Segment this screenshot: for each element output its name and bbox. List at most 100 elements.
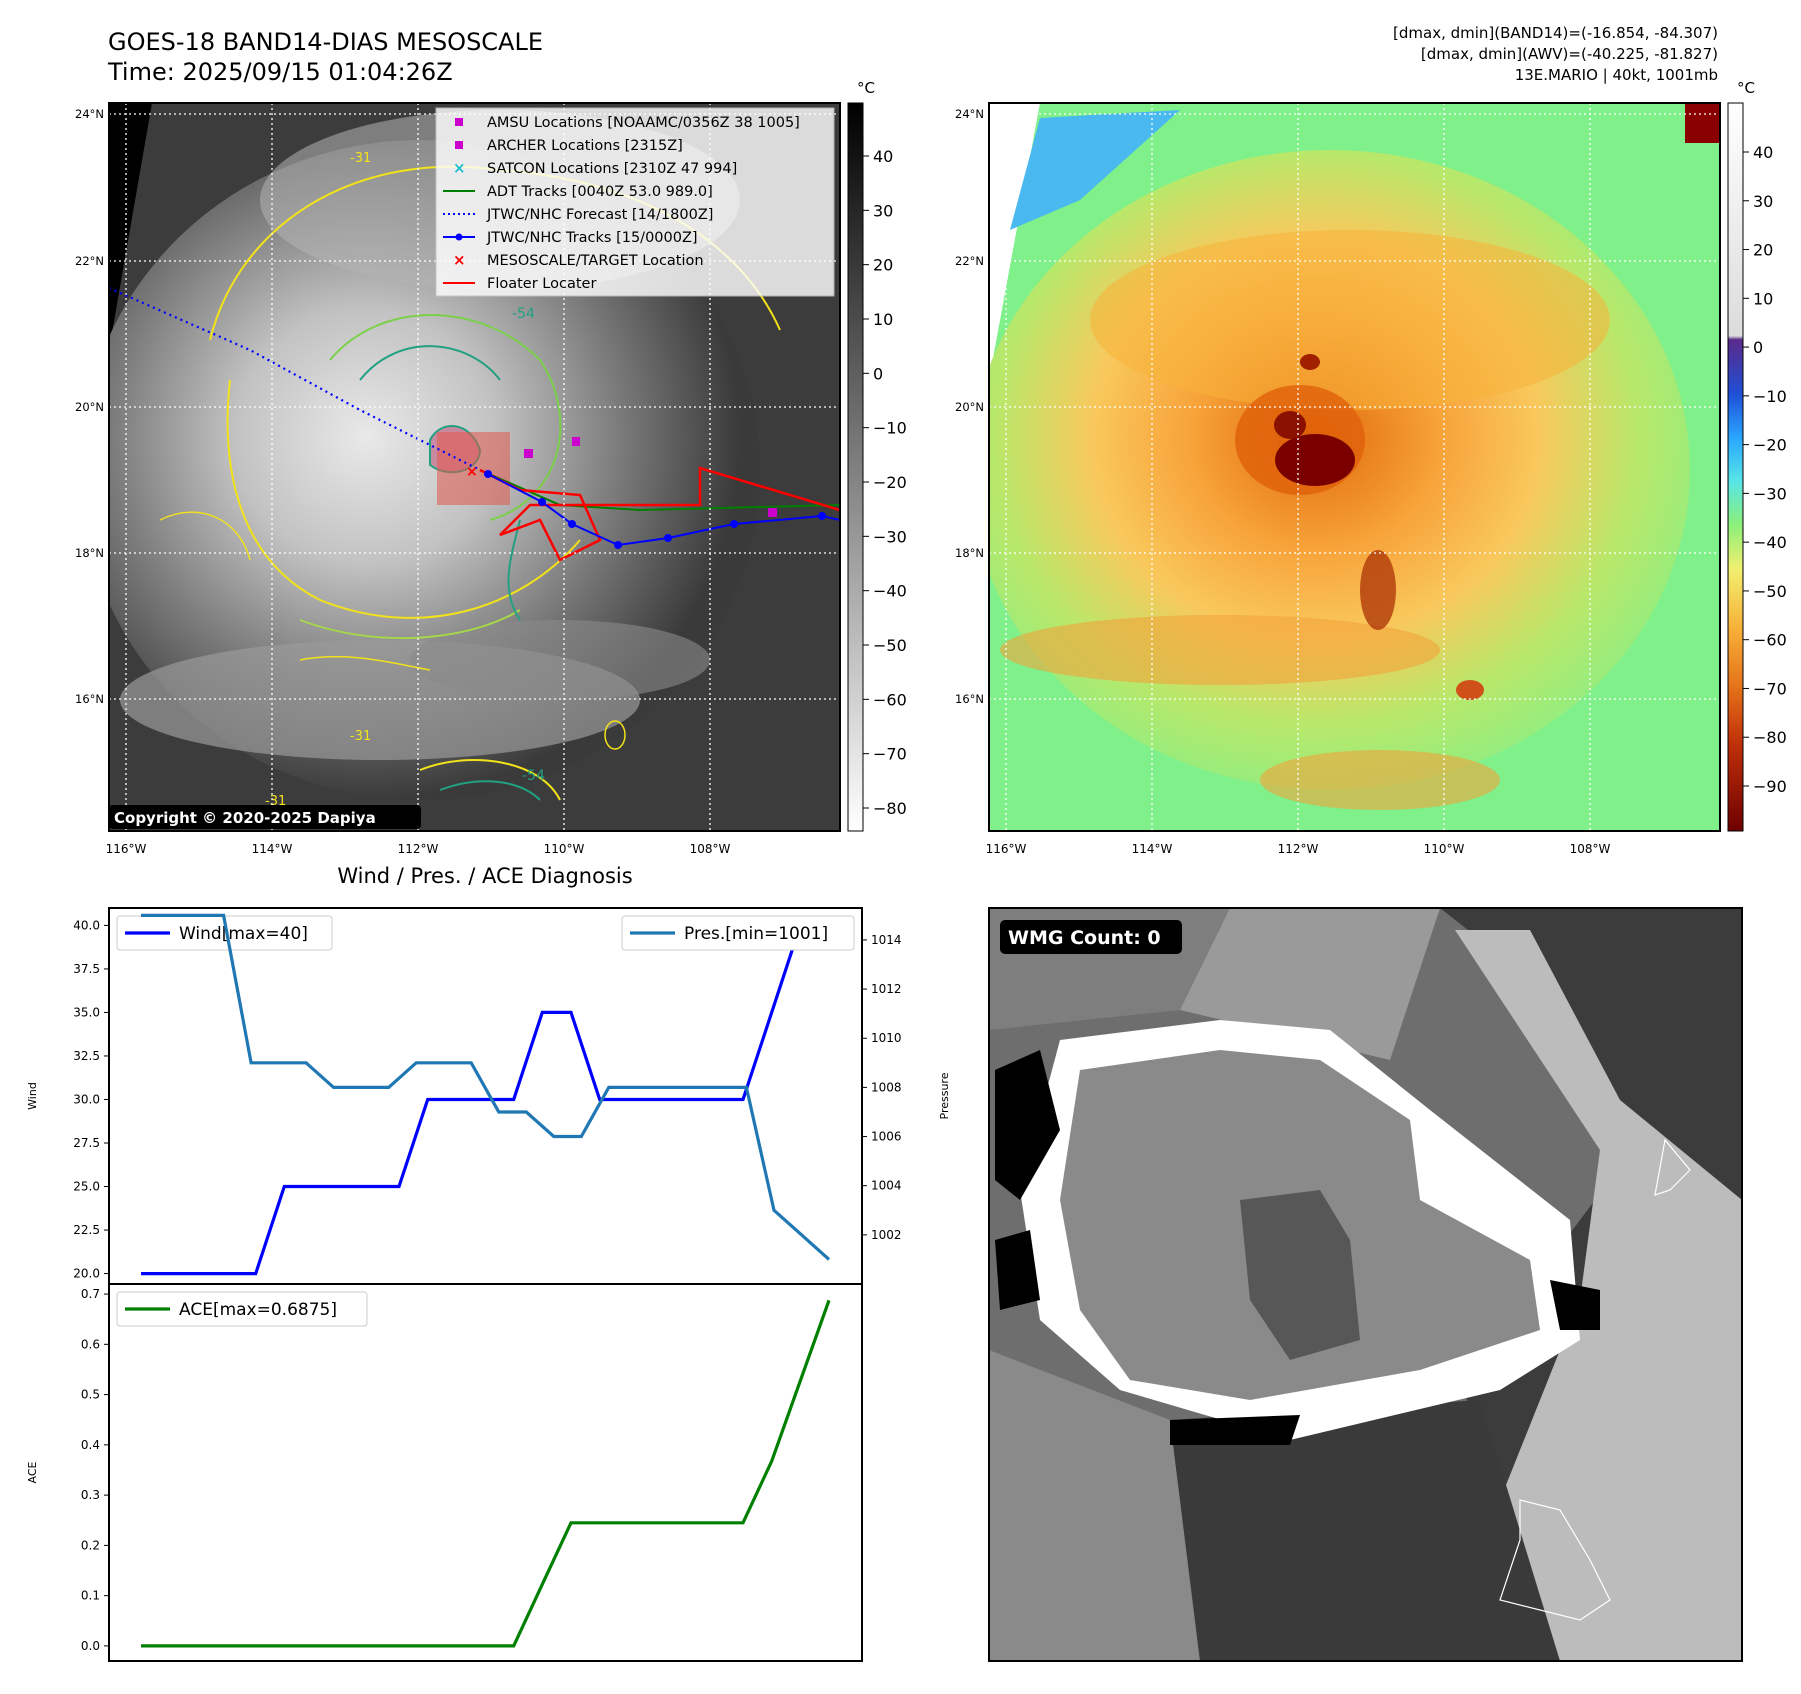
legend-entry: JTWC/NHC Forecast [14/1800Z] xyxy=(443,207,713,223)
y-tick-label: 1012 xyxy=(871,982,902,996)
y-axis-label: ACE xyxy=(26,1461,39,1483)
y-tick-label: 0.7 xyxy=(81,1287,100,1301)
lat-tick-label: 20°N xyxy=(75,400,104,414)
lat-tick-label: 24°N xyxy=(955,107,984,121)
lon-tick-label: 110°W xyxy=(544,842,585,856)
colorbar-tick-label: −80 xyxy=(1753,728,1787,747)
ir-map-panel: -31 -54 -31 -54 -31 × xyxy=(108,102,841,832)
y-axis-label: Pressure xyxy=(938,1072,951,1119)
colorbar-tick-label: −80 xyxy=(873,799,907,818)
colorbar-tick-label: 0 xyxy=(873,364,883,383)
colorbar-tick-label: −20 xyxy=(873,473,907,492)
y-tick-label: 1010 xyxy=(871,1031,902,1045)
figure-title: GOES-18 BAND14-DIAS MESOSCALE xyxy=(108,28,543,56)
legend-entry: Floater Locater xyxy=(443,276,596,292)
target-box xyxy=(437,432,510,505)
lat-tick-label: 16°N xyxy=(75,692,104,706)
contour-label: -31 xyxy=(350,729,371,744)
colorbar-tick-label: −30 xyxy=(1753,484,1787,503)
colorbar-tick-label: −40 xyxy=(873,582,907,601)
color-enhanced-map-panel xyxy=(988,102,1721,832)
colorbar-tick-label: −20 xyxy=(1753,436,1787,455)
legend-entry: × SATCON Locations [2310Z 47 994] xyxy=(453,159,737,177)
contour-label: -54 xyxy=(512,306,535,322)
legend-label: ADT Tracks [0040Z 53.0 989.0] xyxy=(487,184,713,200)
lat-tick-label: 22°N xyxy=(955,254,984,268)
colorbar-tick-label: 20 xyxy=(873,256,893,275)
legend-marker-dot xyxy=(455,233,463,241)
chart-legend-box xyxy=(621,915,855,951)
colorbar-tick-label: 10 xyxy=(1753,289,1773,308)
lat-tick-label: 18°N xyxy=(75,546,104,560)
colorbar-tick-label: 40 xyxy=(873,147,893,166)
colorbar-tick-label: −10 xyxy=(1753,387,1787,406)
colorbar-tick-label: −70 xyxy=(873,745,907,764)
legend-entry: ARCHER Locations [2315Z] xyxy=(455,138,683,154)
chart-frame xyxy=(108,1283,863,1662)
colorbar-tick-label: −70 xyxy=(1753,679,1787,698)
legend-label: JTWC/NHC Forecast [14/1800Z] xyxy=(486,207,713,223)
y-tick-label: 0.0 xyxy=(81,1639,100,1653)
chart-legend-label: Wind[max=40] xyxy=(179,924,308,944)
legend-entry: ADT Tracks [0040Z 53.0 989.0] xyxy=(443,184,713,200)
contour-label: -54 xyxy=(522,768,545,784)
y-tick-label: 30.0 xyxy=(73,1092,100,1106)
svg-text:×: × xyxy=(466,464,478,480)
series-line-1 xyxy=(141,913,831,1261)
colorbar-tick-label: 10 xyxy=(873,310,893,329)
copyright-text: Copyright © 2020-2025 Dapiya xyxy=(114,809,376,827)
legend-marker xyxy=(455,118,463,126)
lat-tick-label: 16°N xyxy=(955,692,984,706)
colorbar-tick-label: −50 xyxy=(873,636,907,655)
y-tick-label: 22.5 xyxy=(73,1223,100,1237)
legend-label: AMSU Locations [NOAAMC/0356Z 38 1005] xyxy=(487,115,800,131)
legend-marker: × xyxy=(453,251,466,269)
y-tick-label: 1008 xyxy=(871,1080,902,1094)
lat-tick-label: 22°N xyxy=(75,254,104,268)
y-axis-label: Wind xyxy=(26,1082,39,1110)
y-tick-label: 27.5 xyxy=(73,1136,100,1150)
y-tick-label: 0.4 xyxy=(81,1438,100,1452)
y-tick-label: 0.2 xyxy=(81,1538,100,1552)
legend-marker xyxy=(455,141,463,149)
storm-info: 13E.MARIO | 40kt, 1001mb xyxy=(1515,66,1718,84)
y-tick-label: 20.0 xyxy=(73,1267,100,1281)
colorbar-tick-label: −90 xyxy=(1753,777,1787,796)
lon-tick-label: 116°W xyxy=(986,842,1027,856)
gray-colorbar: °C 40 30 20 10 0 −10 −20 −30 −40 −50 −60 −70 −80 xyxy=(847,79,907,832)
y-tick-label: 1014 xyxy=(871,933,902,947)
colorbar-tick-label: 30 xyxy=(1753,192,1773,211)
lat-tick-label: 24°N xyxy=(75,107,104,121)
chart-legend-label: Pres.[min=1001] xyxy=(684,924,828,944)
lon-tick-label: 112°W xyxy=(398,842,439,856)
colorbar-tick-label: −10 xyxy=(873,419,907,438)
y-tick-label: 0.5 xyxy=(81,1388,100,1402)
legend-label: SATCON Locations [2310Z 47 994] xyxy=(487,161,737,177)
floater-locater-line xyxy=(479,466,840,562)
colorbar-tick-label: 40 xyxy=(1753,143,1773,162)
y-tick-label: 0.3 xyxy=(81,1488,100,1502)
chart-legend-box xyxy=(116,1291,368,1327)
legend-label: ARCHER Locations [2315Z] xyxy=(487,138,683,154)
lon-tick-label: 114°W xyxy=(1132,842,1173,856)
legend-entry: × MESOSCALE/TARGET Location xyxy=(453,251,704,269)
colorbar-tick-label: −60 xyxy=(1753,631,1787,650)
chart-legend-label: ACE[max=0.6875] xyxy=(179,1300,337,1320)
map-tick-labels: 24°N 22°N 20°N 18°N 16°N 116°W 114°W 112°W 110°W… xyxy=(75,107,1611,856)
band14-range: [dmax, dmin](BAND14)=(-16.854, -84.307) xyxy=(1393,24,1718,42)
colorbar-tick-label: −30 xyxy=(873,527,907,546)
legend-entry: AMSU Locations [NOAAMC/0356Z 38 1005] xyxy=(455,115,800,131)
diagnosis-title: Wind / Pres. / ACE Diagnosis xyxy=(337,864,632,888)
lon-tick-label: 112°W xyxy=(1278,842,1319,856)
legend-label: MESOSCALE/TARGET Location xyxy=(487,253,704,269)
figure-time: Time: 2025/09/15 01:04:26Z xyxy=(107,58,453,86)
series-line-2 xyxy=(141,1299,831,1648)
wmg-count-label: WMG Count: 0 xyxy=(1008,927,1161,949)
legend-label: JTWC/NHC Tracks [15/0000Z] xyxy=(486,230,698,246)
jtwc-track-line xyxy=(487,473,840,547)
awv-range: [dmax, dmin](AWV)=(-40.225, -81.827) xyxy=(1421,45,1718,63)
colorbar-tick-label: 0 xyxy=(1753,338,1763,357)
lon-tick-label: 116°W xyxy=(106,842,147,856)
